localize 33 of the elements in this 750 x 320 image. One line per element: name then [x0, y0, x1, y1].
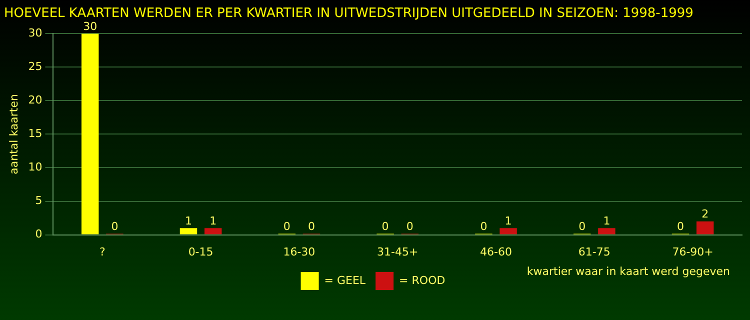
data-label: 1 — [504, 214, 512, 228]
data-label: 0 — [111, 220, 118, 234]
data-label: 0 — [382, 220, 389, 234]
x-tick-label: 16-30 — [283, 245, 316, 258]
data-label: 0 — [677, 220, 684, 234]
y-tick-label: 30 — [28, 26, 42, 40]
x-tick-label: 31-45+ — [377, 245, 418, 258]
x-tick-label: 61-75 — [578, 245, 610, 258]
data-label: 1 — [185, 214, 192, 228]
data-label: 0 — [578, 220, 586, 234]
data-label: 30 — [83, 20, 98, 33]
data-label: 0 — [283, 220, 290, 234]
y-tick-label: 25 — [28, 60, 42, 73]
data-label: 0 — [480, 220, 488, 234]
legend-label: = ROOD — [399, 274, 446, 287]
data-label: 1 — [210, 214, 217, 228]
data-label: 0 — [406, 220, 414, 234]
y-tick-label: 5 — [35, 194, 42, 208]
x-tick-label: ? — [99, 245, 106, 258]
data-label: 0 — [308, 220, 315, 234]
y-tick-label: 15 — [28, 127, 42, 140]
legend-label: = GEEL — [324, 274, 366, 287]
y-axis-title: aantal kaarten — [7, 94, 20, 174]
data-label: 2 — [702, 208, 709, 221]
data-label: 1 — [603, 214, 610, 228]
y-tick-label: 10 — [28, 160, 42, 174]
x-axis-title: kwartier waar in kaart werd gegeven — [526, 264, 730, 278]
x-tick-label: 46-60 — [480, 245, 512, 258]
x-tick-label: 76-90+ — [672, 245, 714, 258]
y-tick-label: 0 — [35, 228, 42, 241]
chart-title: HOEVEEL KAARTEN WERDEN ER PER KWARTIER IN UITWEDSTRIJDEN UITGEDEELD IN SEIZOEN: 1998-1999 — [4, 6, 694, 22]
x-tick-label: 0-15 — [188, 245, 214, 258]
y-tick-label: 20 — [28, 94, 42, 107]
